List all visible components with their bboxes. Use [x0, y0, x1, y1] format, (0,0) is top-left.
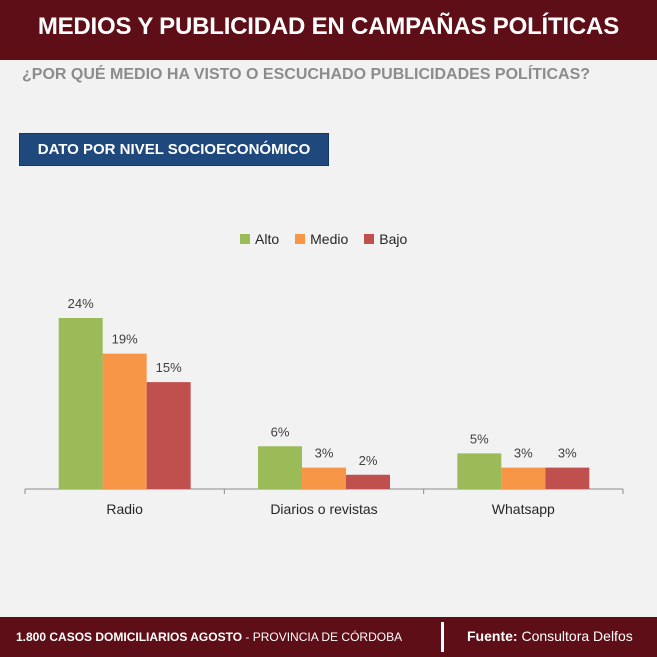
legend-swatch-bajo: [364, 234, 375, 244]
page-title: MEDIOS Y PUBLICIDAD EN CAMPAÑAS POLÍTICA…: [37, 13, 619, 40]
footer-cases-bold: 1.800 CASOS DOMICILIARIOS AGOSTO: [16, 630, 243, 644]
category-label: Diarios o revistas: [270, 501, 377, 517]
footer-cases: 1.800 CASOS DOMICILIARIOS AGOSTO - PROVI…: [16, 630, 402, 644]
data-label: 2%: [359, 453, 378, 468]
bar-medio-0: [102, 353, 147, 489]
data-label: 3%: [514, 446, 533, 461]
survey-question: ¿POR QUÉ MEDIO HA VISTO O ESCUCHADO PUBL…: [22, 66, 591, 83]
footer-source-label: Fuente:: [467, 628, 518, 644]
legend-label-bajo: Bajo: [379, 231, 408, 247]
bar-chart: 24% 19% 15% Radio 6% 3% 2% Diarios o revistas 5%…: [24, 296, 624, 517]
footer-cases-rest: - PROVINCIA DE CÓRDOBA: [242, 630, 403, 644]
category-label: Radio: [106, 501, 143, 517]
footer-bar: 1.800 CASOS DOMICILIARIOS AGOSTO - PROVI…: [0, 617, 657, 657]
data-label: 6%: [271, 424, 290, 439]
legend-swatch-medio: [295, 234, 306, 244]
footer-source: Fuente: Consultora Delfos: [467, 628, 633, 644]
data-label: 15%: [156, 360, 182, 375]
legend-item-bajo: Bajo: [364, 231, 407, 247]
bar-alto-2: [457, 453, 502, 489]
legend-swatch-alto: [240, 234, 250, 244]
bar-bajo-2: [545, 467, 590, 489]
bar-bajo-0: [146, 382, 191, 489]
data-label: 24%: [68, 296, 94, 311]
bar-medio-2: [501, 467, 546, 489]
section-badge: DATO POR NIVEL SOCIOECONÓMICO: [19, 133, 329, 166]
data-label: 19%: [112, 332, 138, 347]
legend-item-alto: Alto: [240, 231, 279, 247]
category-label: Whatsapp: [492, 501, 555, 517]
data-label: 3%: [558, 446, 577, 461]
data-label: 3%: [315, 446, 334, 461]
bar-alto-0: [58, 318, 103, 489]
legend-label-alto: Alto: [255, 231, 280, 247]
bar-alto-1: [258, 446, 302, 489]
footer-divider: [441, 622, 444, 652]
legend-item-medio: Medio: [295, 231, 348, 247]
chart-legend: Alto Medio Bajo: [240, 231, 407, 247]
footer-source-value: Consultora Delfos: [517, 628, 633, 644]
bar-bajo-1: [346, 474, 390, 489]
bar-medio-1: [302, 467, 346, 489]
data-label: 5%: [470, 431, 489, 446]
header-bar: MEDIOS Y PUBLICIDAD EN CAMPAÑAS POLÍTICA…: [0, 0, 657, 60]
legend-label-medio: Medio: [310, 231, 349, 247]
